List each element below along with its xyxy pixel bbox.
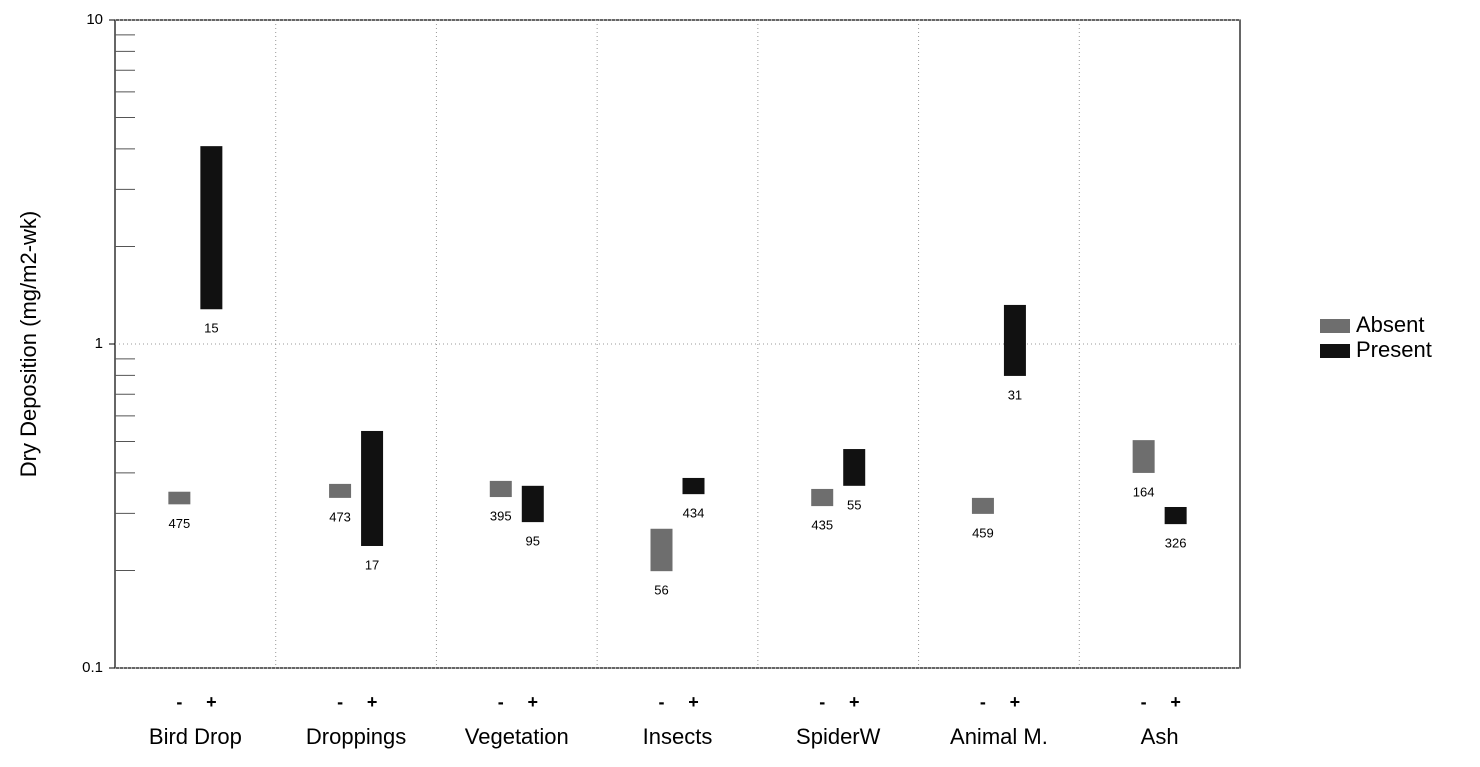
- x-tick-label: Animal M.: [950, 724, 1048, 749]
- x-tick-label: Ash: [1141, 724, 1179, 749]
- x-tick-label: Insects: [643, 724, 713, 749]
- sub-label: -: [819, 692, 825, 712]
- y-tick-label: 10: [86, 11, 103, 28]
- y-axis-label: Dry Deposition (mg/m2-wk): [16, 211, 41, 478]
- count-label: 95: [526, 534, 540, 549]
- bar: [1003, 304, 1026, 376]
- sub-label: +: [1010, 692, 1021, 712]
- x-tick-label: Vegetation: [465, 724, 569, 749]
- legend-swatch: [1320, 344, 1350, 358]
- count-label: 56: [654, 583, 668, 598]
- bar: [200, 146, 223, 310]
- bar: [682, 477, 705, 495]
- legend-swatch: [1320, 319, 1350, 333]
- sub-label: -: [176, 692, 182, 712]
- y-tick-label: 1: [95, 335, 103, 352]
- sub-label: +: [1170, 692, 1181, 712]
- bar: [521, 485, 544, 523]
- x-tick-label: Bird Drop: [149, 724, 242, 749]
- bar: [489, 480, 512, 498]
- x-tick-label: SpiderW: [796, 724, 881, 749]
- bar: [361, 430, 384, 546]
- count-label: 459: [972, 525, 994, 540]
- count-label: 475: [169, 516, 191, 531]
- y-tick-label: 0.1: [82, 659, 103, 676]
- sub-label: +: [849, 692, 860, 712]
- count-label: 435: [811, 518, 833, 533]
- bar: [329, 483, 352, 498]
- legend-label: Absent: [1356, 312, 1425, 337]
- count-label: 55: [847, 497, 861, 512]
- bar: [650, 528, 673, 572]
- sub-label: +: [528, 692, 539, 712]
- count-label: 31: [1008, 387, 1022, 402]
- sub-label: -: [337, 692, 343, 712]
- count-label: 164: [1133, 484, 1155, 499]
- bar: [811, 488, 834, 507]
- x-tick-label: Droppings: [306, 724, 406, 749]
- sub-label: -: [980, 692, 986, 712]
- legend-label: Present: [1356, 337, 1432, 362]
- sub-label: +: [367, 692, 378, 712]
- sub-label: -: [659, 692, 665, 712]
- bar: [1164, 506, 1187, 525]
- count-label: 17: [365, 557, 379, 572]
- sub-label: -: [1141, 692, 1147, 712]
- count-label: 434: [683, 506, 705, 521]
- bar: [1132, 440, 1155, 473]
- count-label: 395: [490, 508, 512, 523]
- sub-label: +: [206, 692, 217, 712]
- count-label: 15: [204, 321, 218, 336]
- sub-label: -: [498, 692, 504, 712]
- bar: [843, 449, 866, 486]
- bar: [168, 491, 191, 505]
- count-label: 326: [1165, 536, 1187, 551]
- count-label: 473: [329, 509, 351, 524]
- sub-label: +: [688, 692, 699, 712]
- bar: [971, 497, 994, 514]
